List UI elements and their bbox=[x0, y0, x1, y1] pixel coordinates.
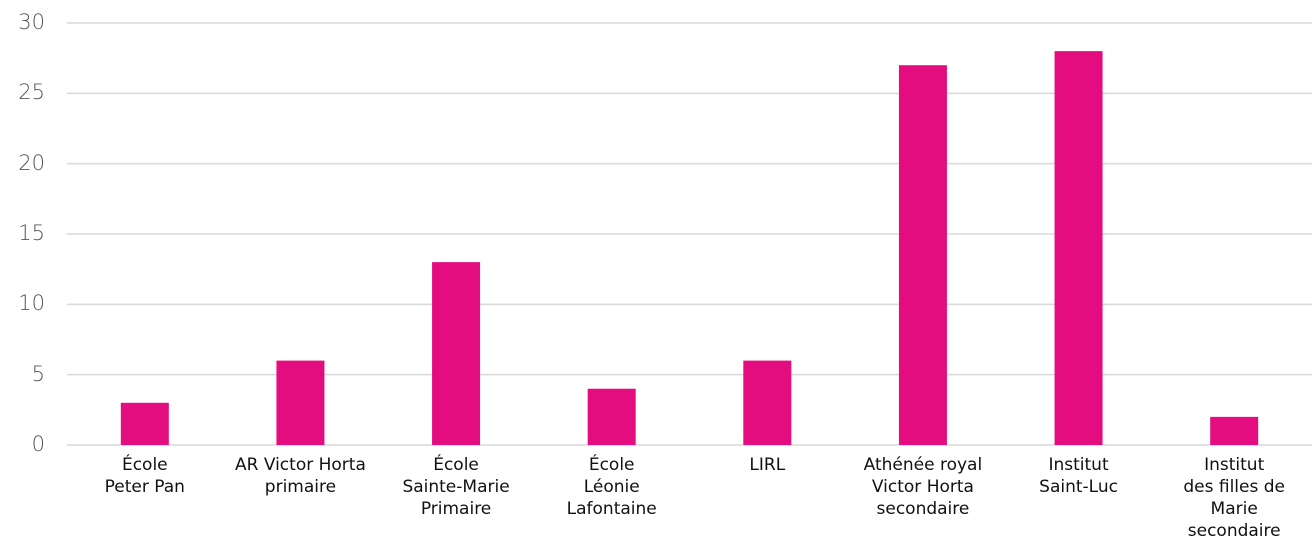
bar bbox=[1210, 416, 1259, 445]
x-tick-label: École Léonie Lafontaine bbox=[566, 455, 657, 519]
x-tick-label: Institut des filles de Marie secondaire bbox=[1183, 455, 1285, 541]
y-tick-label: 15 bbox=[18, 221, 45, 245]
bar bbox=[1054, 51, 1103, 446]
bar bbox=[276, 360, 325, 445]
y-tick-label: 30 bbox=[18, 10, 45, 34]
bar bbox=[120, 402, 169, 445]
y-tick-label: 5 bbox=[31, 361, 45, 386]
y-tick-label: 20 bbox=[18, 150, 45, 175]
x-tick-label: École Peter Pan bbox=[104, 455, 185, 497]
x-tick-label: École Sainte-Marie Primaire bbox=[402, 455, 510, 519]
bar bbox=[743, 360, 792, 445]
bar bbox=[898, 65, 947, 445]
x-tick-label: Athénée royal Victor Horta secondaire bbox=[863, 455, 983, 519]
y-tick-label: 0 bbox=[31, 432, 45, 456]
x-tick-label: LIRL bbox=[749, 455, 786, 475]
bar bbox=[587, 388, 636, 445]
y-tick-label: 10 bbox=[18, 291, 45, 316]
x-tick-label: Institut Saint-Luc bbox=[1039, 455, 1118, 497]
y-tick-label: 25 bbox=[18, 80, 45, 105]
x-tick-label: AR Victor Horta primaire bbox=[234, 455, 366, 497]
bar bbox=[432, 262, 481, 445]
